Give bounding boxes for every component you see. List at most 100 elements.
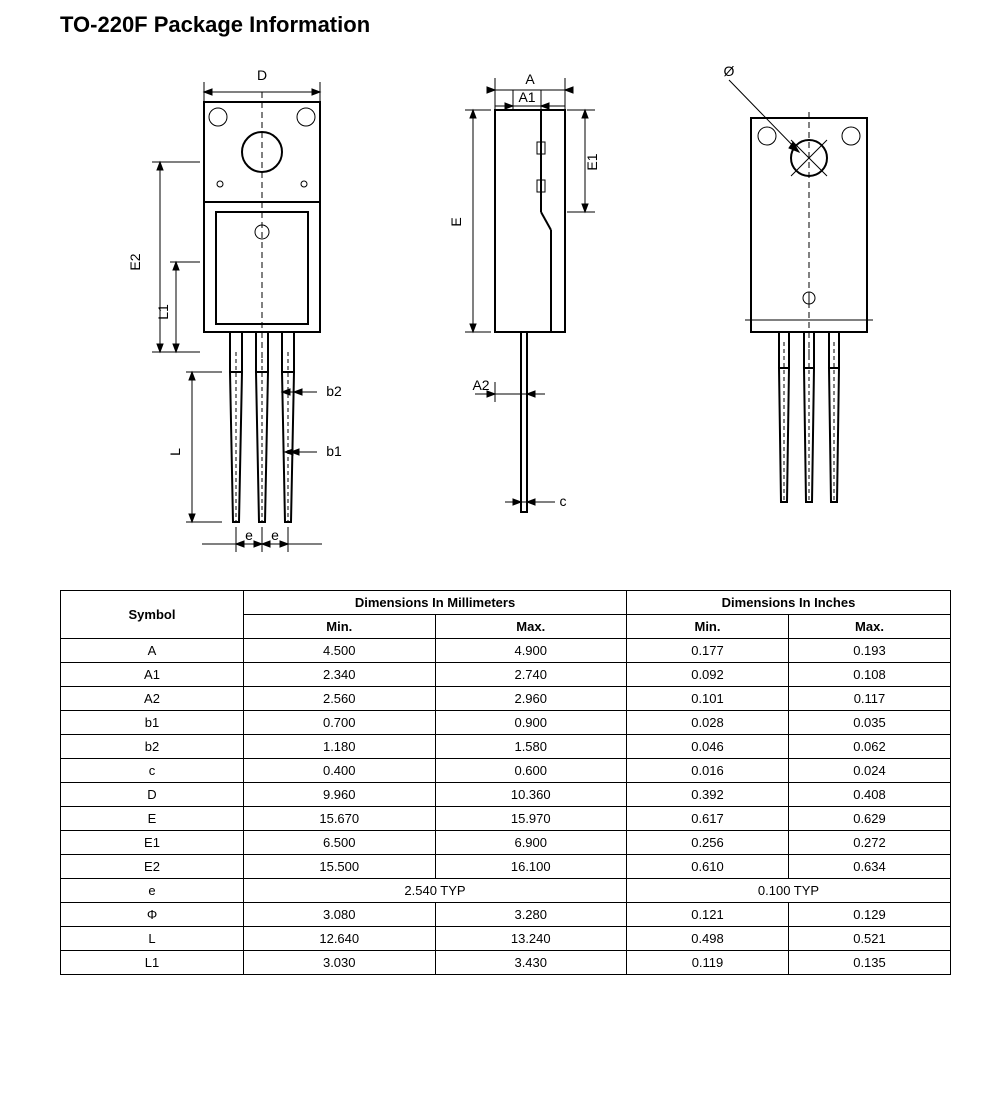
cell-symbol: L [61,927,244,951]
table-header-row-1: Symbol Dimensions In Millimeters Dimensi… [61,591,951,615]
cell-mm-min: 9.960 [244,783,436,807]
back-view: Ø [699,62,919,562]
table-row: e2.540 TYP0.100 TYP [61,879,951,903]
cell-symbol: A1 [61,663,244,687]
page: TO-220F Package Information D [0,0,991,1015]
label-e-text: E [448,217,464,226]
cell-symbol: c [61,759,244,783]
cell-symbol: A [61,639,244,663]
cell-mm-max: 3.430 [435,951,627,975]
cell-symbol: D [61,783,244,807]
cell-symbol: Φ [61,903,244,927]
table-row: L12.64013.2400.4980.521 [61,927,951,951]
col-symbol: Symbol [61,591,244,639]
cell-in-min: 0.256 [627,831,789,855]
col-in: Dimensions In Inches [627,591,951,615]
cell-symbol: E2 [61,855,244,879]
label-e2: E2 [127,253,143,270]
col-in-max: Max. [788,615,950,639]
cell-in-max: 0.521 [788,927,950,951]
table-row: b21.1801.5800.0460.062 [61,735,951,759]
table-row: L13.0303.4300.1190.135 [61,951,951,975]
label-c-text: c [560,493,567,509]
table-row: Φ3.0803.2800.1210.129 [61,903,951,927]
label-phi: Ø [724,63,735,79]
cell-mm-min: 12.640 [244,927,436,951]
table-row: E16.5006.9000.2560.272 [61,831,951,855]
label-a-text: A [526,71,536,87]
cell-symbol: b2 [61,735,244,759]
label-a2-text: A2 [473,377,490,393]
cell-in-max: 0.062 [788,735,950,759]
cell-mm-max: 15.970 [435,807,627,831]
cell-mm-min: 3.030 [244,951,436,975]
cell-mm-max: 4.900 [435,639,627,663]
table-row: E215.50016.1000.6100.634 [61,855,951,879]
cell-in-min: 0.177 [627,639,789,663]
cell-in-max: 0.117 [788,687,950,711]
label-l1: L1 [155,304,171,320]
col-mm-max: Max. [435,615,627,639]
cell-mm-min: 15.500 [244,855,436,879]
cell-mm-min: 15.670 [244,807,436,831]
cell-symbol: A2 [61,687,244,711]
cell-symbol: b1 [61,711,244,735]
label-e-1: e [245,527,253,543]
cell-mm-min: 3.080 [244,903,436,927]
cell-mm-max: 13.240 [435,927,627,951]
cell-mm-max: 2.960 [435,687,627,711]
cell-in-max: 0.272 [788,831,950,855]
cell-in-min: 0.119 [627,951,789,975]
label-e1-text: E1 [584,153,600,170]
cell-in-max: 0.129 [788,903,950,927]
cell-symbol: E1 [61,831,244,855]
cell-in-min: 0.617 [627,807,789,831]
page-title: TO-220F Package Information [60,12,951,38]
cell-in-max: 0.035 [788,711,950,735]
table-row: A12.3402.7400.0920.108 [61,663,951,687]
cell-mm-min: 4.500 [244,639,436,663]
cell-in-max: 0.408 [788,783,950,807]
table-row: D9.96010.3600.3920.408 [61,783,951,807]
label-b2: b2 [326,383,342,399]
cell-symbol: e [61,879,244,903]
cell-mm-max: 6.900 [435,831,627,855]
label-l: L [167,448,183,456]
cell-mm-max: 16.100 [435,855,627,879]
cell-in-max: 0.108 [788,663,950,687]
cell-in-min: 0.392 [627,783,789,807]
cell-in-min: 0.092 [627,663,789,687]
cell-in-min: 0.028 [627,711,789,735]
cell-mm-min: 2.340 [244,663,436,687]
table-row: b10.7000.9000.0280.035 [61,711,951,735]
cell-in-typ: 0.100 TYP [627,879,951,903]
cell-mm-min: 2.560 [244,687,436,711]
cell-in-min: 0.498 [627,927,789,951]
front-view: D [92,62,372,562]
table-row: c0.4000.6000.0160.024 [61,759,951,783]
col-in-min: Min. [627,615,789,639]
col-mm-min: Min. [244,615,436,639]
label-b1: b1 [326,443,342,459]
cell-symbol: L1 [61,951,244,975]
cell-in-min: 0.016 [627,759,789,783]
cell-mm-max: 10.360 [435,783,627,807]
side-view: A1 A [435,62,635,562]
cell-mm-typ: 2.540 TYP [244,879,627,903]
dimensions-table: Symbol Dimensions In Millimeters Dimensi… [60,590,951,975]
cell-in-max: 0.024 [788,759,950,783]
cell-mm-min: 0.700 [244,711,436,735]
cell-mm-max: 1.580 [435,735,627,759]
cell-mm-max: 2.740 [435,663,627,687]
cell-in-max: 0.634 [788,855,950,879]
cell-symbol: E [61,807,244,831]
cell-in-min: 0.610 [627,855,789,879]
cell-in-max: 0.629 [788,807,950,831]
cell-mm-max: 3.280 [435,903,627,927]
cell-mm-max: 0.600 [435,759,627,783]
cell-in-min: 0.046 [627,735,789,759]
cell-in-max: 0.193 [788,639,950,663]
table-row: A22.5602.9600.1010.117 [61,687,951,711]
col-mm: Dimensions In Millimeters [244,591,627,615]
label-e-2: e [271,527,279,543]
